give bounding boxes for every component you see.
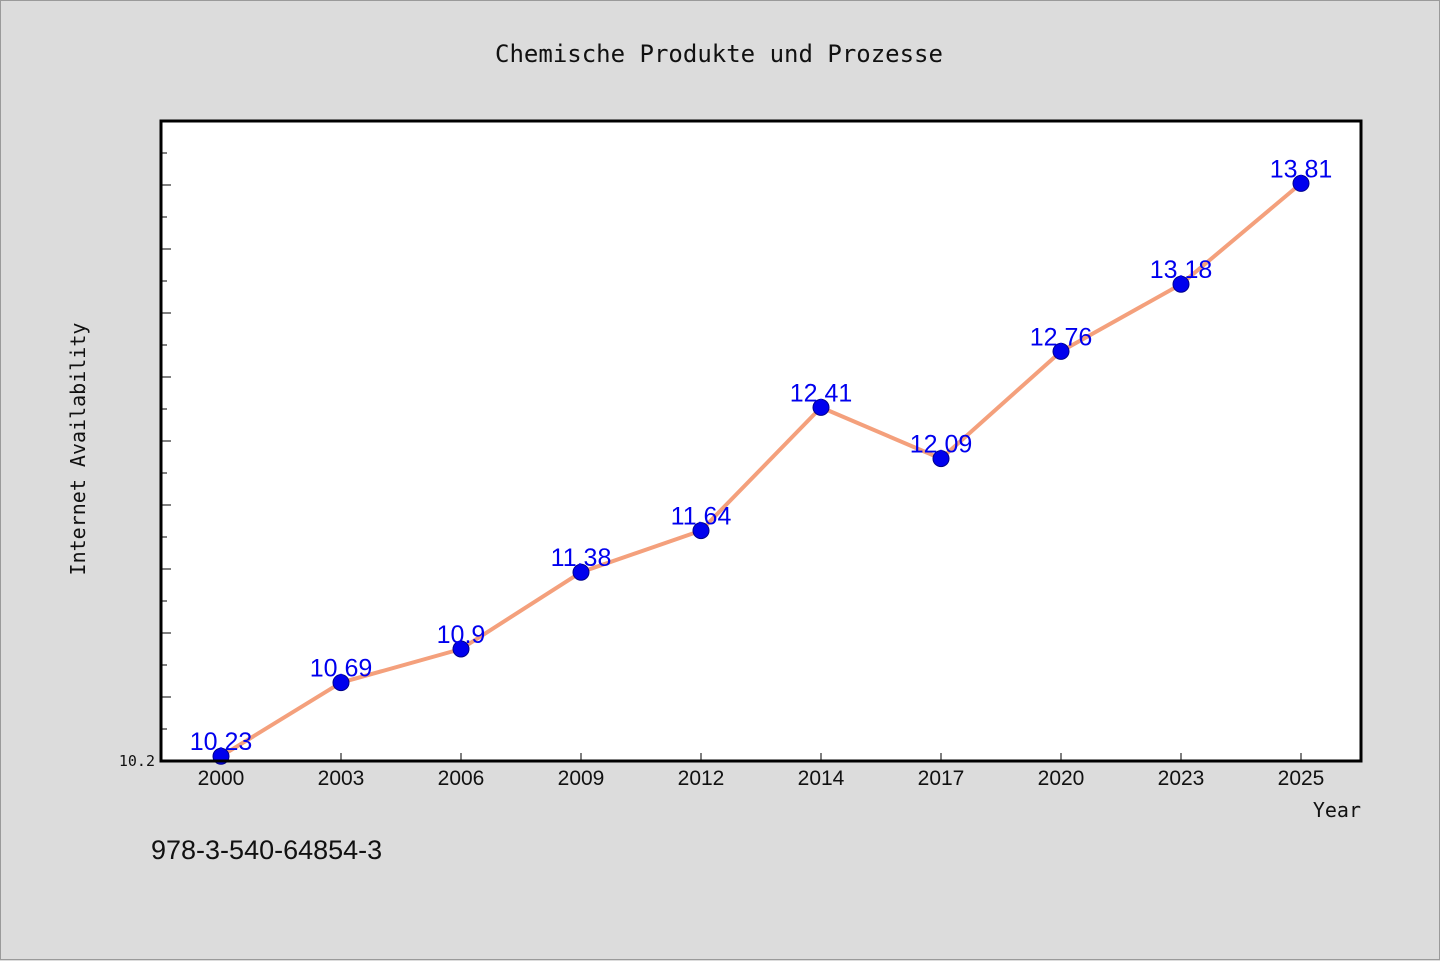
x-axis-label: Year (1313, 798, 1361, 822)
data-label: 11.38 (551, 544, 612, 572)
x-tick-label: 2009 (558, 767, 605, 790)
data-label: 11.64 (671, 503, 732, 531)
x-tick-label: 2025 (1278, 767, 1325, 790)
x-tick-label: 2020 (1038, 767, 1085, 790)
y-tick-label: 10.2 (119, 752, 155, 770)
data-label: 13.81 (1270, 155, 1333, 183)
data-point (932, 450, 950, 468)
data-label: 12.41 (790, 379, 853, 407)
y-axis-label: Internet Availability (66, 323, 90, 576)
plot-area (161, 121, 1361, 761)
data-label: 10.9 (437, 621, 486, 649)
data-label: 13.18 (1150, 256, 1213, 284)
data-point (692, 522, 710, 540)
x-tick-label: 2000 (198, 767, 245, 790)
series-layer: 10.23 10.69 10.9 11.38 11.64 12.41 12.09 12.76 1… (190, 155, 1333, 765)
x-axis: 2000 2003 2006 2009 2012 2014 2017 2020 2023 2025 (198, 753, 1325, 790)
chart-title: Chemische Produkte und Prozesse (495, 40, 943, 68)
data-point (452, 640, 470, 658)
data-point (332, 674, 350, 692)
data-point (572, 563, 590, 581)
data-label: 12.09 (910, 431, 973, 459)
x-tick-label: 2014 (798, 767, 845, 790)
data-point (812, 398, 830, 416)
y-axis: 10.2 (119, 120, 171, 770)
x-tick-label: 2017 (918, 767, 965, 790)
plot-frame (159, 119, 1363, 763)
data-point (1172, 275, 1190, 293)
data-point (1292, 174, 1310, 192)
data-label: 12.76 (1030, 323, 1093, 351)
x-tick-label: 2012 (678, 767, 725, 790)
data-label: 10.69 (310, 655, 373, 683)
x-tick-label: 2003 (318, 767, 365, 790)
x-tick-label: 2023 (1158, 767, 1205, 790)
data-label: 10.23 (190, 728, 253, 756)
series-line (219, 181, 1303, 759)
x-tick-label: 2006 (438, 767, 485, 790)
footnote-isbn: 978-3-540-64854-3 (151, 835, 383, 865)
data-point (1052, 342, 1070, 360)
